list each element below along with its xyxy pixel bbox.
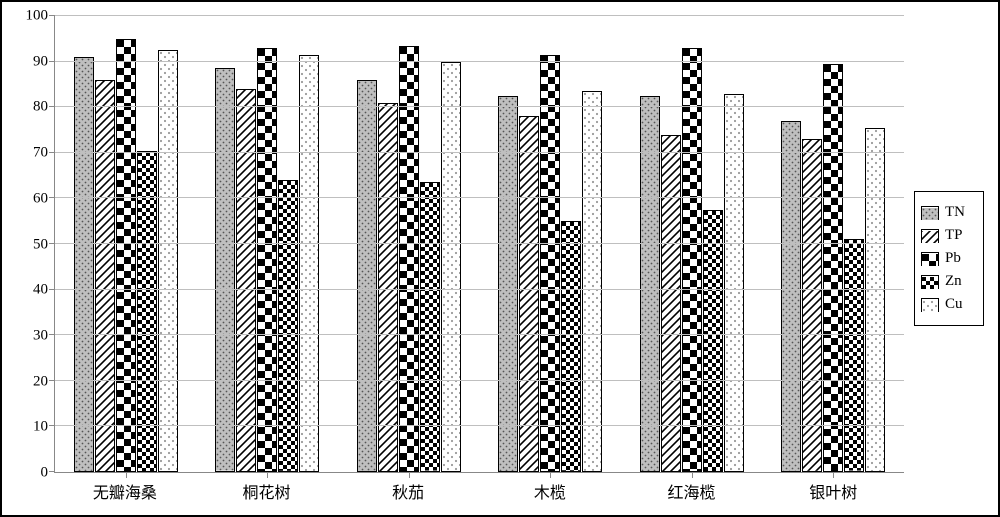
bar-TP (802, 139, 822, 472)
legend: TN TP Pb Zn Cu (914, 16, 984, 501)
y-tick-mark (49, 334, 55, 335)
bar-TN (357, 80, 377, 472)
bar-group (55, 16, 197, 472)
gridline (55, 197, 904, 198)
bar-TP (519, 116, 539, 472)
gridline (55, 334, 904, 335)
y-tick-label: 50 (33, 236, 48, 253)
legend-item-TN: TN (921, 204, 977, 221)
bar-Cu (441, 62, 461, 472)
gridline (55, 380, 904, 381)
x-axis: 无瓣海桑桐花树秋茄木榄红海榄银叶树 (54, 473, 904, 501)
y-tick-mark (49, 243, 55, 244)
legend-item-Zn: Zn (921, 273, 977, 290)
bar-Zn (561, 221, 581, 472)
gridline (55, 152, 904, 153)
legend-item-TP: TP (921, 227, 977, 244)
y-tick-mark (49, 61, 55, 62)
y-axis: 0102030405060708090100 (16, 16, 54, 473)
bar-Pb (257, 48, 277, 472)
bar-Pb (399, 46, 419, 472)
gridline (55, 425, 904, 426)
x-tick-mark (126, 472, 127, 478)
legend-label: Zn (945, 273, 962, 290)
bar-group (338, 16, 480, 472)
bar-Zn (278, 180, 298, 472)
gridline (55, 106, 904, 107)
bar-TP (378, 103, 398, 472)
bar-group (197, 16, 339, 472)
y-tick-mark (49, 471, 55, 472)
plot-wrap: 0102030405060708090100 (16, 16, 904, 473)
bar-group (763, 16, 905, 472)
y-tick-mark (49, 380, 55, 381)
bar-TP (236, 89, 256, 472)
legend-label: TN (945, 204, 965, 221)
bar-group (480, 16, 622, 472)
x-tick-mark (267, 472, 268, 478)
y-tick-label: 90 (33, 53, 48, 70)
x-tick-mark (409, 472, 410, 478)
legend-label: TP (945, 227, 963, 244)
y-tick-label: 100 (26, 8, 49, 25)
bar-groups (55, 16, 904, 472)
plot-area (54, 16, 904, 473)
y-tick-mark (49, 152, 55, 153)
y-tick-label: 30 (33, 327, 48, 344)
bar-TN (781, 121, 801, 472)
gridline (55, 61, 904, 62)
bar-Zn (844, 239, 864, 472)
legend-box: TN TP Pb Zn Cu (914, 191, 984, 326)
y-tick-label: 70 (33, 145, 48, 162)
bar-Cu (299, 55, 319, 472)
bar-Pb (540, 55, 560, 472)
legend-label: Pb (945, 250, 961, 267)
legend-swatch-Cu (921, 298, 939, 312)
bar-TN (74, 57, 94, 472)
bar-Cu (158, 50, 178, 472)
bar-Zn (137, 151, 157, 472)
x-tick-mark (692, 472, 693, 478)
legend-swatch-Zn (921, 275, 939, 289)
bar-Zn (420, 182, 440, 472)
bar-TP (95, 80, 115, 472)
chart-frame: 0 10 20 30 40 50 60 70 80 90 100 无瓣海桑桐花树秋茄木榄红海榄银叶树… (0, 0, 1000, 517)
y-tick-label: 80 (33, 99, 48, 116)
x-tick-mark (550, 472, 551, 478)
bar-Pb (116, 39, 136, 472)
chart-zone: 0102030405060708090100 无瓣海桑桐花树秋茄木榄红海榄银叶树 (16, 16, 904, 501)
bar-Pb (682, 48, 702, 472)
bar-group (621, 16, 763, 472)
y-tick-mark (49, 289, 55, 290)
gridline (55, 289, 904, 290)
y-tick-mark (49, 197, 55, 198)
bar-Cu (582, 91, 602, 472)
y-tick-label: 0 (41, 465, 49, 482)
legend-swatch-TP (921, 229, 939, 243)
bar-Zn (703, 210, 723, 472)
bar-Pb (823, 64, 843, 472)
bar-Cu (865, 128, 885, 472)
y-tick-label: 10 (33, 419, 48, 436)
y-tick-label: 20 (33, 373, 48, 390)
legend-item-Cu: Cu (921, 296, 977, 313)
y-tick-label: 40 (33, 282, 48, 299)
legend-item-Pb: Pb (921, 250, 977, 267)
bar-TP (661, 135, 681, 472)
legend-swatch-TN (921, 206, 939, 220)
y-tick-label: 60 (33, 190, 48, 207)
bar-TN (215, 68, 235, 472)
y-tick-mark (49, 15, 55, 16)
gridline (55, 15, 904, 16)
legend-label: Cu (945, 296, 963, 313)
y-tick-mark (49, 425, 55, 426)
bar-Cu (724, 94, 744, 472)
legend-swatch-Pb (921, 252, 939, 266)
x-tick-mark (833, 472, 834, 478)
y-tick-mark (49, 106, 55, 107)
gridline (55, 243, 904, 244)
